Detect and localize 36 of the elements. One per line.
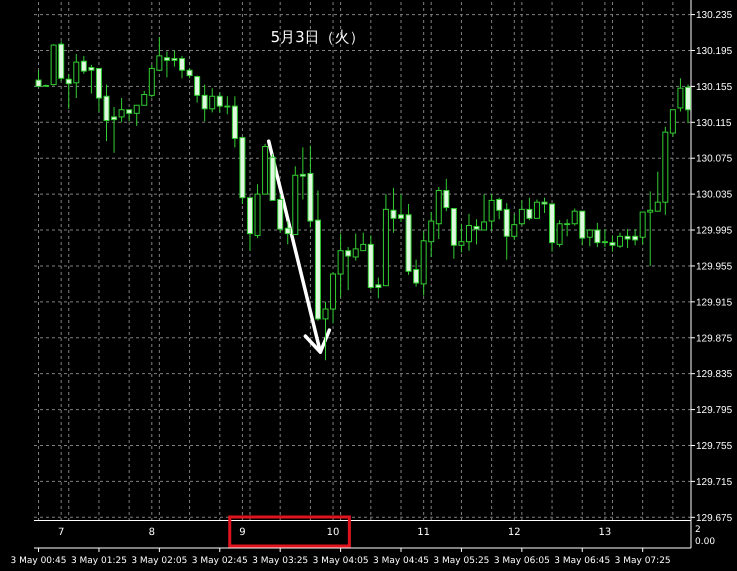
text: 5月3日（火）	[270, 28, 365, 46]
x-tick-label: 3 May 03:25	[252, 556, 308, 566]
y-tick-label: 129.715	[696, 476, 733, 488]
x-tick-label: 3 May 02:45	[192, 556, 248, 566]
x-tick-label: 3 May 04:05	[312, 556, 369, 566]
y-tick-label: 129.835	[696, 369, 733, 380]
y-tick-label: 129.755	[696, 440, 733, 452]
y-tick-label: 129.795	[696, 405, 733, 416]
x2-tick-label: 13	[598, 527, 612, 538]
x-tick-label: 3 May 06:45	[554, 556, 610, 566]
y-tick-label: 129.915	[696, 297, 733, 308]
x2-tick-label: 10	[326, 527, 340, 538]
y-tick-label: 129.955	[696, 261, 733, 272]
x2-tick-label: 9	[239, 527, 246, 538]
x-tick-label: 3 May 07:25	[614, 556, 671, 566]
y-tick-label: 130.195	[696, 46, 733, 57]
y-tick-label: 130.035	[696, 190, 733, 201]
text: 2	[695, 525, 701, 535]
x2-tick-label: 12	[508, 527, 521, 538]
x-tick-label: 3 May 01:25	[70, 556, 127, 566]
x2-tick-label: 8	[148, 527, 155, 538]
y-tick-label: 130.075	[696, 154, 733, 165]
x2-tick-label: 11	[417, 527, 430, 538]
x-tick-label: 3 May 02:05	[131, 556, 188, 566]
y-tick-label: 129.995	[696, 226, 733, 237]
y-tick-label: 129.875	[696, 333, 733, 344]
x-tick-label: 3 May 00:45	[10, 556, 67, 566]
y-tick-label: 129.675	[696, 512, 733, 524]
text: 0.00	[695, 537, 716, 547]
x-tick-label: 3 May 04:45	[373, 556, 430, 566]
x2-tick-label: 7	[58, 527, 64, 538]
x-tick-label: 3 May 05:25	[433, 556, 490, 566]
y-tick-label: 130.115	[696, 118, 732, 129]
y-tick-label: 130.155	[696, 82, 733, 93]
y-tick-label: 130.235	[696, 10, 733, 22]
x-tick-label: 3 May 06:05	[494, 556, 550, 566]
